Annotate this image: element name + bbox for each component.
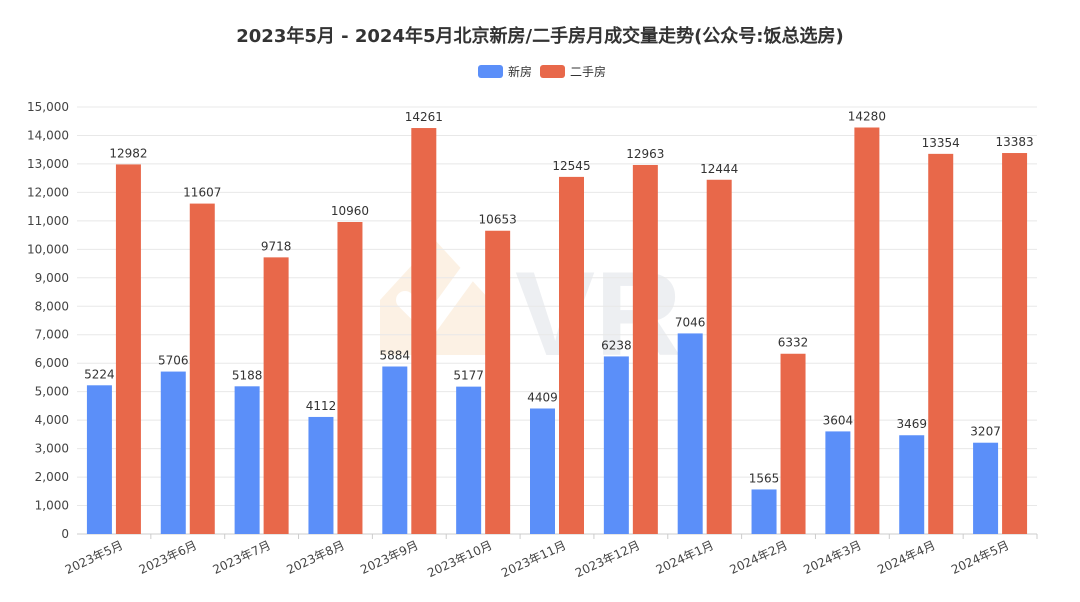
x-tick-label: 2023年7月 — [211, 538, 273, 577]
legend-swatch — [478, 65, 503, 78]
x-tick-label: 2023年5月 — [63, 538, 125, 577]
x-tick-label: 2023年6月 — [137, 538, 199, 577]
bar — [263, 257, 289, 534]
bar — [189, 203, 215, 534]
y-tick-label: 11,000 — [27, 214, 69, 228]
y-tick-label: 3,000 — [35, 442, 69, 456]
bar — [530, 408, 555, 534]
data-label: 4409 — [527, 390, 558, 404]
data-label: 5224 — [84, 367, 115, 381]
x-tick-label: 2024年1月 — [654, 538, 716, 577]
x-tick-label: 2024年3月 — [801, 538, 863, 577]
data-label: 12444 — [700, 162, 738, 176]
data-label: 9718 — [261, 239, 292, 253]
bar — [706, 179, 732, 534]
bar — [677, 333, 703, 534]
y-tick-label: 7,000 — [35, 328, 69, 342]
bar — [751, 489, 777, 534]
x-tick-label: 2023年8月 — [284, 538, 346, 577]
bar — [485, 230, 511, 534]
x-tick-label: 2023年9月 — [358, 538, 420, 577]
data-label: 5706 — [158, 354, 189, 368]
y-tick-label: 10,000 — [27, 242, 69, 256]
legend: 新房 二手房 — [478, 64, 606, 79]
y-tick-label: 2,000 — [35, 470, 69, 484]
data-label: 3207 — [970, 425, 1001, 439]
y-tick-label: 0 — [61, 527, 69, 541]
x-tick-label: 2024年4月 — [875, 538, 937, 577]
x-axis: 2023年5月 2023年6月 2023年7月 2023年8月 2023年9月 2023年… — [63, 534, 1038, 580]
bar — [899, 435, 925, 534]
bar — [382, 366, 408, 534]
data-label: 3604 — [823, 413, 854, 427]
data-label: 12963 — [626, 147, 664, 161]
data-label: 7046 — [675, 315, 706, 329]
legend-swatch — [540, 65, 565, 78]
data-label: 4112 — [306, 399, 337, 413]
bar — [928, 153, 954, 534]
legend-label: 二手房 — [570, 64, 606, 79]
x-tick-label: 2023年10月 — [425, 538, 494, 580]
y-tick-label: 12,000 — [27, 185, 69, 199]
x-tick-label: 2023年11月 — [499, 538, 568, 580]
y-tick-label: 5,000 — [35, 385, 69, 399]
x-tick-label: 2024年2月 — [728, 538, 790, 577]
bar — [603, 356, 629, 534]
bar — [337, 222, 363, 534]
bar — [86, 385, 112, 534]
bar — [780, 353, 806, 534]
bar — [854, 127, 880, 534]
bar — [234, 386, 260, 534]
data-label: 3469 — [896, 417, 927, 431]
bar — [973, 442, 999, 534]
bar — [456, 386, 482, 534]
data-label: 14261 — [405, 110, 443, 124]
data-label: 5884 — [380, 349, 411, 363]
data-label: 6238 — [601, 338, 632, 352]
data-label: 5188 — [232, 368, 263, 382]
bar — [115, 164, 141, 534]
data-label: 1565 — [749, 471, 780, 485]
data-label: 5177 — [453, 369, 484, 383]
data-label: 12545 — [552, 159, 590, 173]
bar — [160, 371, 186, 534]
y-tick-label: 8,000 — [35, 299, 69, 313]
bar — [559, 176, 584, 534]
y-tick-label: 6,000 — [35, 356, 69, 370]
data-label: 13383 — [995, 135, 1033, 149]
bar — [1002, 153, 1028, 535]
data-label: 10960 — [331, 204, 369, 218]
x-tick-label: 2024年5月 — [949, 538, 1011, 577]
bar — [632, 164, 658, 534]
y-tick-label: 4,000 — [35, 413, 69, 427]
data-label: 6332 — [778, 336, 809, 350]
bars — [86, 127, 1028, 535]
data-label: 11607 — [183, 186, 221, 200]
data-label: 12982 — [109, 146, 147, 160]
y-tick-label: 14,000 — [27, 128, 69, 142]
bar — [308, 416, 334, 534]
data-label: 10653 — [479, 213, 517, 227]
data-label: 14280 — [848, 109, 886, 123]
chart-title: 2023年5月 - 2024年5月北京新房/二手房月成交量走势(公众号:饭总选房… — [236, 26, 844, 47]
data-label: 13354 — [922, 136, 960, 150]
legend-label: 新房 — [508, 64, 532, 79]
data-labels: 5224 12982 5706 11607 5188 9718 4112 10960 5884 1… — [84, 109, 1034, 485]
x-tick-label: 2023年12月 — [573, 538, 642, 580]
bar — [825, 431, 851, 534]
y-tick-label: 9,000 — [35, 271, 69, 285]
y-axis: 0 1,000 2,000 3,000 4,000 5,000 6,000 7,000 8,00… — [27, 100, 69, 541]
y-tick-label: 1,000 — [35, 499, 69, 513]
y-tick-label: 15,000 — [27, 100, 69, 114]
bar — [411, 128, 437, 534]
y-tick-label: 13,000 — [27, 157, 69, 171]
